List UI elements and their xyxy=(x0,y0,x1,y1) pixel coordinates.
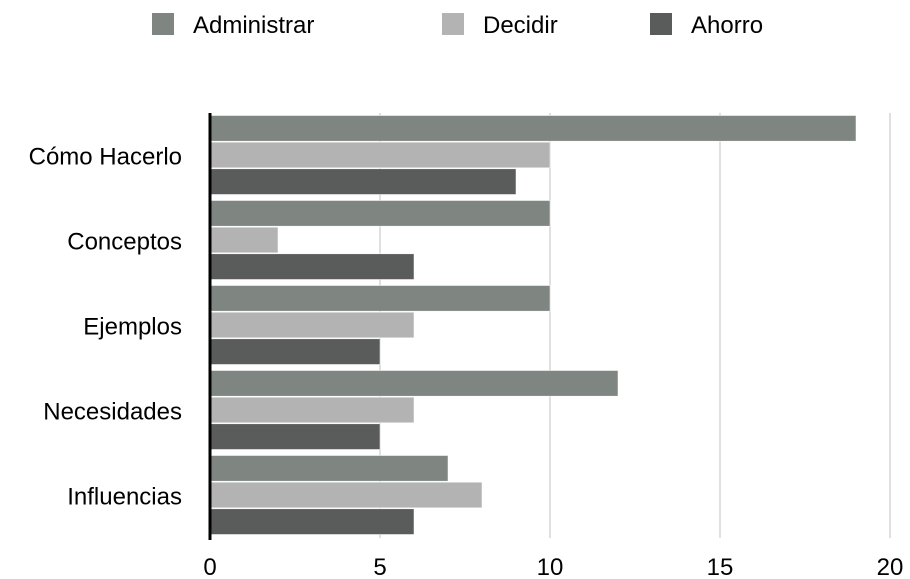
bar-administrar-2 xyxy=(209,285,551,312)
legend-swatch-administrar xyxy=(152,13,174,35)
category-label: Necesidades xyxy=(43,399,182,426)
bar-administrar-3 xyxy=(209,370,619,397)
category-label: Cómo Hacerlo xyxy=(29,144,182,171)
legend-label: Decidir xyxy=(483,12,558,39)
category-label: Influencias xyxy=(67,484,182,511)
bar-decidir-1 xyxy=(209,226,279,254)
bar-ahorro-1 xyxy=(209,253,415,280)
bar-ahorro-3 xyxy=(209,423,381,450)
x-tick-label: 15 xyxy=(707,554,734,579)
x-tick-label: 0 xyxy=(203,554,216,579)
bar-decidir-0 xyxy=(209,141,551,169)
category-label: Ejemplos xyxy=(83,314,182,341)
x-tick-label: 20 xyxy=(877,554,904,579)
category-labels: Cómo Hacerlo Conceptos Ejemplos Necesidades… xyxy=(29,144,182,511)
bar-administrar-1 xyxy=(209,200,551,227)
bars xyxy=(209,115,857,535)
bar-administrar-0 xyxy=(209,115,857,142)
bar-ahorro-4 xyxy=(209,508,415,535)
category-label: Conceptos xyxy=(67,229,182,256)
bar-decidir-2 xyxy=(209,311,415,339)
legend-label: Administrar xyxy=(193,12,314,39)
legend-label: Ahorro xyxy=(691,12,763,39)
x-axis-tick-labels: 0 5 10 15 20 xyxy=(203,554,903,579)
x-tick-label: 10 xyxy=(537,554,564,579)
legend-swatch-ahorro xyxy=(650,13,672,35)
bar-ahorro-0 xyxy=(209,168,517,195)
x-tick-label: 5 xyxy=(373,554,386,579)
bar-decidir-3 xyxy=(209,396,415,424)
bar-administrar-4 xyxy=(209,455,449,482)
bar-ahorro-2 xyxy=(209,338,381,365)
bar-decidir-4 xyxy=(209,481,483,509)
legend-swatch-decidir xyxy=(442,13,464,35)
legend: Administrar Decidir Ahorro xyxy=(152,12,763,39)
